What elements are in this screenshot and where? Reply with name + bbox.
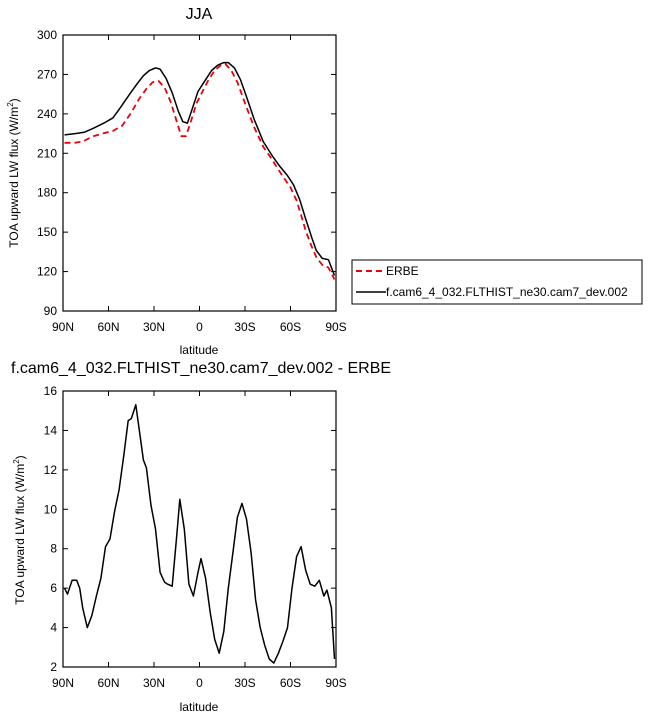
y-tick-label: 2 [50,660,57,674]
x-tick-label: 0 [196,676,203,690]
x-tick-label: 60N [97,320,119,334]
y-tick-label: 270 [37,67,57,81]
y-tick-label: 210 [37,146,57,160]
y-tick-label: 90 [44,304,58,318]
bottom-chart: f.cam6_4_032.FLTHIST_ne30.cam7_dev.002 -… [11,360,391,714]
top-chart-xlabel: latitude [180,343,219,357]
y-tick-label: 12 [44,463,58,477]
top-chart-ylabel: TOA upward LW flux (W/m2) [6,98,21,247]
y-tick-label: 4 [50,621,57,635]
x-tick-label: 30S [234,676,255,690]
x-tick-label: 30N [143,676,165,690]
bottom-chart-plot-frame [62,390,337,668]
top-chart-plot-frame [62,34,337,312]
y-tick-label: 180 [37,186,57,200]
series-line-0 [64,63,336,280]
x-tick-label: 60S [280,320,301,334]
bottom-chart-y-axis: 2 4 6 8 10 12 14 16 [44,384,336,674]
y-tick-label: 16 [44,384,58,398]
legend-box [351,259,643,305]
y-tick-label: 14 [44,423,58,437]
x-tick-label: 90S [325,320,346,334]
x-tick-label: 90S [325,676,346,690]
x-tick-label: 30S [234,320,255,334]
series-line-1 [64,61,336,276]
top-chart-title: JJA [186,6,213,23]
legend-label-erbe: ERBE [386,264,419,278]
x-tick-label: 60S [280,676,301,690]
y-tick-label: 240 [37,107,57,121]
y-tick-label: 6 [50,581,57,595]
bottom-chart-series [63,404,336,664]
x-tick-label: 60N [97,676,119,690]
bottom-chart-xlabel: latitude [180,700,219,714]
y-tick-label: 10 [44,502,58,516]
y-tick-label: 300 [37,28,57,42]
top-chart-y-axis: 90 120 150 180 210 240 270 300 [37,28,336,318]
x-tick-label: 30N [143,320,165,334]
bottom-chart-x-axis: 90N 60N 30N 0 30S 60S 90S [52,391,347,690]
legend-label-model: f.cam6_4_032.FLTHIST_ne30.cam7_dev.002 [386,285,628,299]
bottom-chart-title: f.cam6_4_032.FLTHIST_ne30.cam7_dev.002 -… [11,360,391,377]
top-chart-series [64,61,336,280]
x-tick-label: 90N [52,676,74,690]
series-line-0 [63,404,336,664]
y-tick-label: 150 [37,225,57,239]
y-tick-label: 8 [50,542,57,556]
y-tick-label: 120 [37,265,57,279]
x-tick-label: 0 [196,320,203,334]
x-tick-label: 90N [52,320,74,334]
legend: ERBE f.cam6_4_032.FLTHIST_ne30.cam7_dev.… [351,259,643,305]
top-chart: JJA 90 120 150 180 210 240 270 300 90N 60N 30N 0 30… [6,6,643,357]
top-chart-x-axis: 90N 60N 30N 0 30S 60S 90S [52,35,347,334]
bottom-chart-ylabel: TOA upward LW flux (W/m2) [12,455,27,604]
